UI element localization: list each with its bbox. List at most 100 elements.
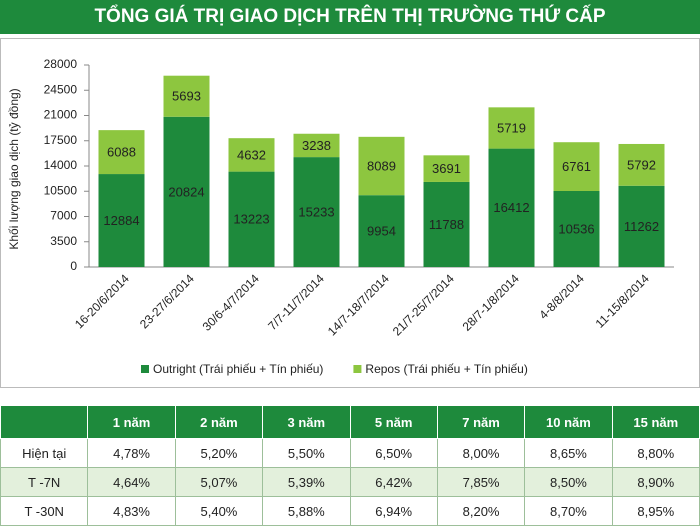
value-label: 6761: [562, 159, 591, 174]
table-cell: 5,20%: [174, 438, 264, 468]
table-cell: 7,85%: [436, 467, 526, 497]
table-cell: 8,70%: [524, 496, 613, 526]
table-cell: 6,50%: [349, 438, 438, 468]
value-label: 5719: [497, 120, 526, 135]
column-header: 1 năm: [87, 405, 176, 439]
legend-label: Repos (Trái phiếu + Tín phiếu): [365, 362, 527, 376]
table-header: 1 năm 2 năm 3 năm 5 năm 7 năm 10 năm 15 năm: [0, 405, 700, 439]
bar-segment: [423, 181, 470, 267]
y-tick-label: 14000: [44, 158, 78, 172]
value-label: 5792: [627, 157, 656, 172]
value-label: 13223: [233, 212, 269, 227]
y-tick-label: 21000: [44, 108, 78, 122]
chart-frame: Khối lượng giao dịch (tỷ đồng) 0 3500 7000…: [0, 38, 700, 388]
chart-title: TỔNG GIÁ TRỊ GIAO DỊCH TRÊN THỊ TRƯỜNG T…: [0, 0, 700, 34]
table-cell: 5,50%: [262, 438, 351, 468]
x-tick-label: 16-20/6/2014: [72, 271, 132, 331]
table-cell: 5,88%: [262, 496, 351, 526]
bar-segment: [423, 155, 470, 182]
value-label: 10536: [558, 221, 594, 236]
x-tick-label: 11-15/8/2014: [593, 271, 653, 331]
table-row: Hiện tại 4,78% 5,20% 5,50% 6,50% 8,00% 8,65% 8,…: [0, 438, 700, 468]
value-label: 8089: [367, 158, 396, 173]
table-body: Hiện tại 4,78% 5,20% 5,50% 6,50% 8,00% 8,65% 8,…: [0, 438, 700, 526]
bar-segment: [98, 130, 145, 175]
table-cell: 8,95%: [611, 496, 700, 526]
value-label: 15233: [298, 204, 334, 219]
table-row: T -30N 4,83% 5,40% 5,88% 6,94% 8,20% 8,70% 8,95…: [0, 496, 700, 526]
value-label: 11262: [624, 219, 659, 234]
bar-segment: [488, 148, 535, 267]
table-cell: 8,00%: [436, 438, 526, 468]
x-tick-label: 14/7-18/7/2014: [325, 271, 392, 338]
legend-label: Outright (Trái phiếu + Tín phiếu): [153, 362, 323, 376]
bar-segment: [488, 107, 535, 149]
table-row: T -7N 4,64% 5,07% 5,39% 6,42% 7,85% 8,50% 8,90%: [0, 467, 700, 497]
chart: Khối lượng giao dịch (tỷ đồng) 0 3500 7000…: [7, 57, 674, 376]
bar-segment: [618, 143, 665, 186]
bar-segment: [358, 195, 405, 267]
value-label: 16412: [493, 200, 529, 215]
value-label: 11788: [429, 217, 464, 232]
bar-segment: [98, 174, 145, 267]
bar-segment: [553, 142, 600, 191]
row-label: T -30N: [0, 496, 89, 526]
column-header: 10 năm: [524, 405, 613, 439]
y-tick-label: 0: [70, 259, 77, 273]
column-header: 3 năm: [262, 405, 351, 439]
column-header: 7 năm: [436, 405, 526, 439]
value-label: 5693: [172, 89, 201, 104]
table-cell: 6,94%: [349, 496, 438, 526]
x-tick-label: 23-27/6/2014: [137, 271, 197, 331]
x-tick-label: 21/7-25/7/2014: [390, 271, 457, 338]
value-label: 9954: [367, 224, 396, 239]
x-tick-label: 28/7-1/8/2014: [460, 271, 523, 334]
bar-segment: [293, 133, 340, 158]
table-cell: 8,50%: [524, 467, 613, 497]
y-tick-label: 3500: [50, 234, 77, 248]
rate-table: 1 năm 2 năm 3 năm 5 năm 7 năm 10 năm 15 năm Hi…: [0, 405, 700, 526]
bar-segment: [293, 157, 340, 267]
value-label: 6088: [107, 145, 136, 160]
value-label: 12884: [103, 213, 139, 228]
table-cell: 8,80%: [611, 438, 700, 468]
y-tick-label: 17500: [44, 133, 78, 147]
table-cell: 5,40%: [174, 496, 264, 526]
column-header: 15 năm: [611, 405, 700, 439]
table-cell: 8,90%: [611, 467, 700, 497]
row-label: Hiện tại: [0, 438, 89, 468]
table-cell: 4,78%: [87, 438, 176, 468]
bar-segment: [163, 116, 210, 267]
table-cell: 4,64%: [87, 467, 176, 497]
table-cell: 4,83%: [87, 496, 176, 526]
bar-segment: [163, 75, 210, 117]
bar-segment: [553, 190, 600, 267]
table-cell: 5,39%: [262, 467, 351, 497]
value-label: 3691: [432, 161, 461, 176]
bar-segment: [618, 185, 665, 267]
y-tick-label: 24500: [44, 82, 78, 96]
value-label: 20824: [168, 184, 204, 199]
y-tick-label: 28000: [44, 57, 78, 71]
x-tick-label: 30/6-4/7/2014: [200, 271, 263, 334]
legend-swatch: [141, 365, 149, 373]
bar-segment: [228, 138, 275, 172]
y-tick-label: 7000: [50, 209, 77, 223]
header-blank: [0, 405, 89, 439]
bar-segment: [358, 136, 405, 196]
y-tick-label: 10500: [44, 183, 78, 197]
bar-segment: [228, 171, 275, 267]
value-label: 3238: [302, 138, 331, 153]
column-header: 2 năm: [174, 405, 264, 439]
table-cell: 8,65%: [524, 438, 613, 468]
x-tick-label: 7/7-11/7/2014: [265, 271, 327, 333]
table-cell: 6,42%: [349, 467, 438, 497]
table-cell: 5,07%: [174, 467, 264, 497]
legend-swatch: [353, 365, 362, 373]
row-label: T -7N: [0, 467, 89, 497]
x-tick-label: 4-8/8/2014: [536, 271, 587, 322]
table-cell: 8,20%: [436, 496, 526, 526]
column-header: 5 năm: [349, 405, 438, 439]
value-label: 4632: [237, 147, 266, 162]
